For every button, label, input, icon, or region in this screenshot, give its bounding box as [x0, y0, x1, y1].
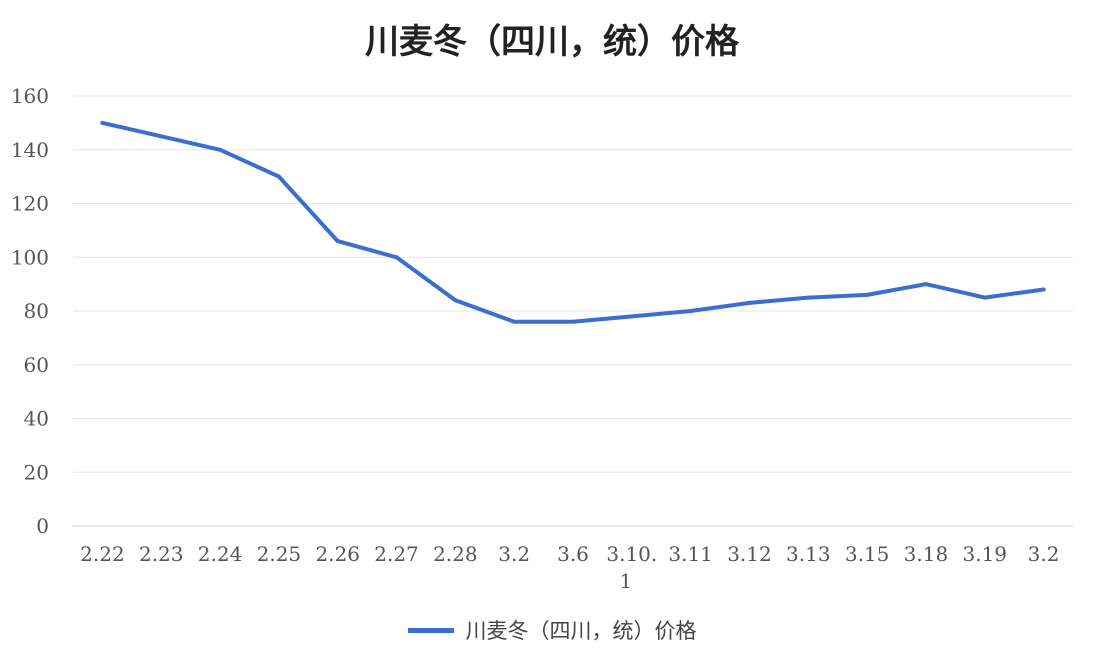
- x-tick-label: 3.15: [845, 542, 890, 566]
- legend-line-swatch: [407, 627, 454, 633]
- y-tick-label: 40: [24, 407, 49, 431]
- data-point: [218, 147, 223, 152]
- chart-title: 川麦冬（四川，统）价格: [365, 22, 739, 62]
- data-point: [688, 309, 693, 313]
- data-point: [1041, 287, 1046, 292]
- data-point: [100, 120, 105, 125]
- x-tick-label: 3.2: [1028, 542, 1060, 566]
- y-tick-label: 80: [24, 299, 49, 323]
- y-tick-label: 20: [24, 460, 49, 484]
- legend: 川麦冬（四川，统）价格: [0, 612, 1104, 648]
- x-tick-label: 2.27: [374, 542, 419, 566]
- x-tick-label: 3.13: [786, 542, 831, 566]
- x-tick-label: 1: [619, 569, 632, 593]
- x-tick-label: 3.18: [904, 542, 949, 566]
- data-point: [159, 134, 164, 139]
- data-point: [806, 295, 811, 300]
- x-tick-label: 2.26: [315, 542, 360, 566]
- y-tick-label: 160: [11, 84, 49, 108]
- data-point: [335, 239, 340, 244]
- y-tick-label: 140: [11, 138, 49, 162]
- x-tick-label: 3.10.: [606, 542, 657, 566]
- x-tick-label: 3.19: [962, 542, 1007, 566]
- x-tick-label: 3.2: [498, 542, 530, 566]
- data-point: [571, 319, 575, 324]
- x-tick-label: 2.25: [257, 542, 302, 566]
- x-tick-label: 2.23: [139, 542, 184, 566]
- series-line: [100, 120, 1046, 324]
- x-tick-label: 3.12: [727, 542, 772, 566]
- data-point: [865, 292, 870, 297]
- x-tick-label: 3.11: [668, 542, 713, 566]
- y-tick-label: 100: [11, 245, 49, 269]
- y-tick-label: 60: [24, 353, 49, 377]
- data-point: [453, 298, 458, 303]
- y-tick-label: 120: [11, 192, 49, 216]
- y-tick-label: 0: [36, 514, 49, 538]
- x-tick-label: 3.6: [557, 542, 589, 566]
- x-tick-label: 2.28: [433, 542, 478, 566]
- x-tick-label: 2.24: [198, 542, 243, 566]
- data-point: [982, 295, 987, 300]
- data-point: [747, 300, 752, 305]
- data-point: [512, 319, 517, 324]
- data-point: [923, 282, 928, 287]
- data-point: [276, 174, 281, 179]
- x-tick-label: 2.22: [80, 542, 125, 566]
- data-point: [394, 255, 399, 260]
- legend-label: 川麦冬（四川，统）价格: [465, 619, 697, 643]
- data-point: [629, 314, 634, 319]
